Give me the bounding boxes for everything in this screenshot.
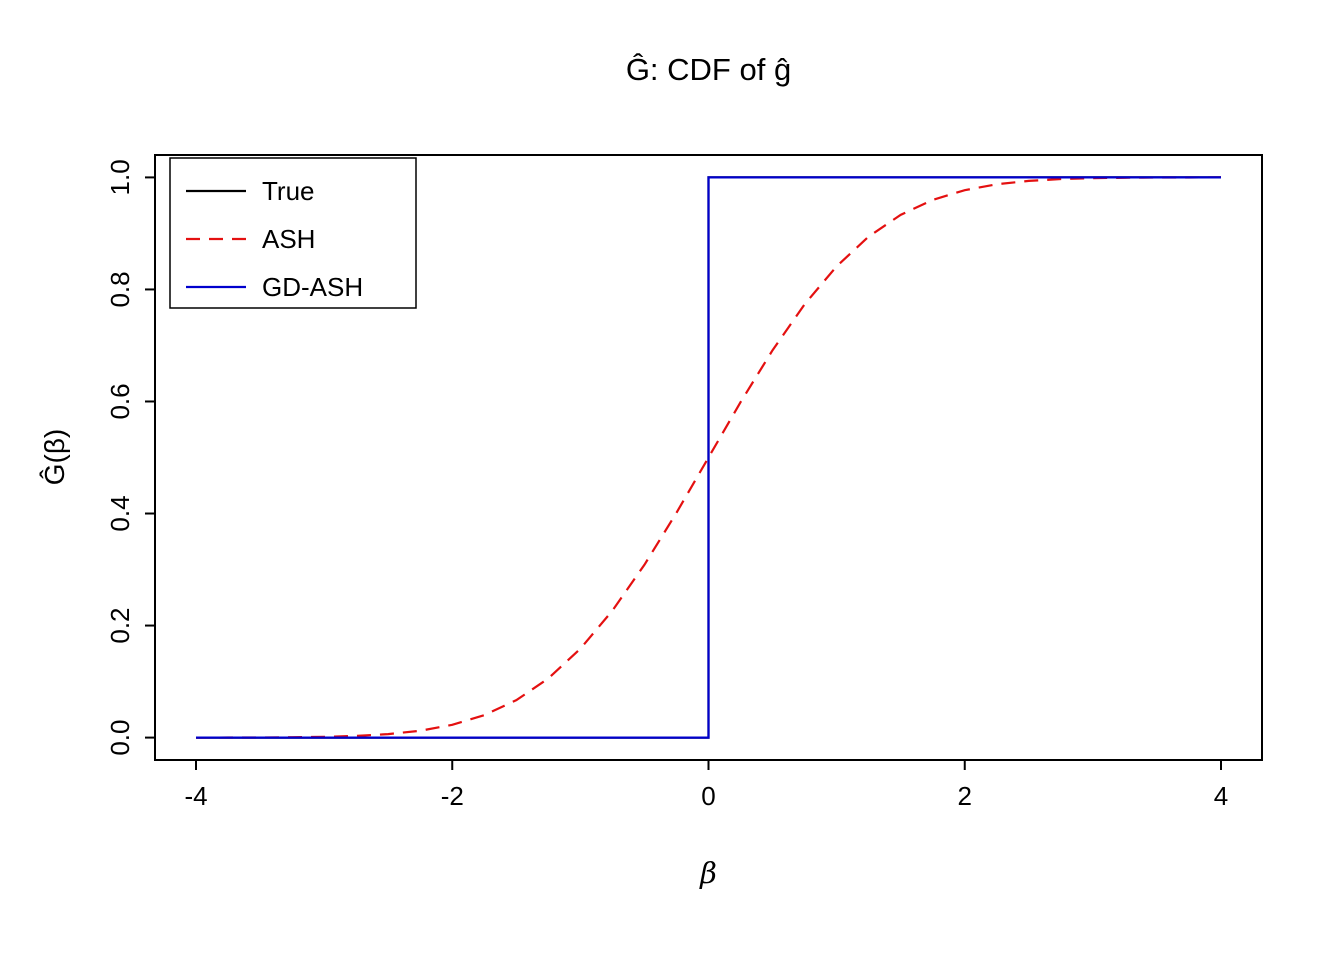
x-tick-label: 0 <box>701 781 715 811</box>
y-tick-label: 0.8 <box>105 271 135 307</box>
x-tick-label: 2 <box>958 781 972 811</box>
legend-label: True <box>262 176 315 206</box>
chart-title: Ĝ: CDF of ĝ <box>625 52 792 87</box>
x-axis-label: β <box>700 856 717 890</box>
y-tick-label: 1.0 <box>105 159 135 195</box>
y-tick-label: 0.6 <box>105 383 135 419</box>
legend-label: GD-ASH <box>262 272 363 302</box>
legend-box <box>169 157 417 309</box>
x-tick-label: -4 <box>184 781 207 811</box>
y-tick-label: 0.0 <box>105 720 135 756</box>
legend-label: ASH <box>262 224 315 254</box>
series-ash <box>195 176 1222 739</box>
x-tick-label: -2 <box>441 781 464 811</box>
x-tick-label: 4 <box>1214 781 1228 811</box>
y-tick-label: 0.2 <box>105 607 135 643</box>
y-axis-label: Ĝ(β) <box>39 428 70 486</box>
series-gd-ash <box>196 176 1221 739</box>
y-tick-label: 0.4 <box>105 495 135 531</box>
